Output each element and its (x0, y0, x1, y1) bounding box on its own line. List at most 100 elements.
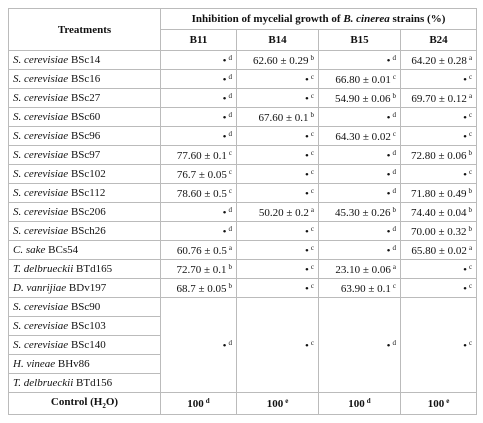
significance-letter: c (468, 262, 473, 271)
value: 74.40 ± 0.04 (411, 206, 467, 219)
species: S. cerevisiae (13, 54, 69, 66)
value-cell: • d (318, 221, 401, 241)
table-row: S. cerevisiae BSc16 • d • c 66.80 ± 0.01 c • c (8, 69, 478, 89)
strain-code: BDv197 (68, 282, 107, 294)
treatment-cell: S. cerevisiae BSc206 (8, 202, 161, 222)
title-italic: B. cinerea (343, 13, 390, 25)
value: 100 (348, 398, 365, 410)
strain-header: B11 (160, 29, 237, 51)
value: 66.80 ± 0.01 (335, 73, 391, 86)
table-row: S. cerevisiae BSc140 (8, 335, 477, 355)
significance-letter: c (392, 129, 396, 138)
value-cell: • d (318, 183, 401, 203)
value: • (222, 73, 227, 86)
value: 76.7 ± 0.05 (176, 168, 227, 181)
results-table: Treatments Inhibition of mycelial growth… (8, 8, 478, 415)
treatment-cell: S. cerevisiae BSc27 (8, 88, 161, 108)
value: • (305, 244, 309, 257)
value: • (305, 339, 309, 352)
significance-letter: c (228, 148, 232, 157)
significance-letter: d (228, 110, 233, 119)
table-row: S. cerevisiae BSc27 • d • c 54.90 ± 0.06 b 69.7… (8, 88, 478, 108)
value: 54.90 ± 0.06 (334, 92, 391, 105)
value-cell: 68.7 ± 0.05 b (160, 278, 237, 298)
table-row: T. delbrueckii BTd165 72.70 ± 0.1 b • c 23.10… (8, 259, 478, 279)
value: • (386, 225, 391, 238)
table-row: S. cerevisiae BSc112 78.60 ± 0.5 c • c • d 71.8… (8, 183, 478, 203)
value: 100 (187, 398, 204, 410)
significance-letter: d (392, 338, 397, 347)
value: 62.60 ± 0.29 (252, 54, 309, 67)
label-subscript: 2 (102, 402, 106, 411)
significance-letter: d (228, 72, 233, 81)
species: S. cerevisiae (13, 130, 69, 142)
significance-letter: a (392, 262, 396, 271)
value: • (305, 149, 309, 162)
table-header: Treatments Inhibition of mycelial growth… (8, 8, 478, 51)
value: • (386, 168, 391, 181)
treatment-cell: T. delbrueckii BTd156 (8, 373, 161, 393)
significance-letter: e (446, 397, 450, 405)
value: • (386, 339, 391, 352)
significance-letter: c (468, 110, 473, 119)
significance-letter: e (285, 397, 289, 405)
significance-letter: c (468, 129, 473, 138)
significance-letter: c (468, 72, 473, 81)
significance-letter: a (468, 243, 473, 252)
header-row: Treatments Inhibition of mycelial growth… (8, 8, 478, 51)
value-cell: 74.40 ± 0.04 b (399, 202, 478, 222)
value-cell: 23.10 ± 0.06 a (318, 259, 401, 279)
significance-letter: d (392, 148, 397, 157)
value-cell: 72.80 ± 0.06 b (399, 145, 478, 165)
table-row: S. cerevisiae BSc103 (8, 316, 477, 336)
strain-header: B24 (399, 29, 478, 51)
value-cell: 100 d (160, 392, 237, 415)
value-cell: • c (399, 259, 478, 279)
species: S. cerevisiae (13, 187, 69, 199)
value: 69.70 ± 0.12 (411, 92, 467, 105)
control-label: Control (H2O) (8, 392, 161, 415)
significance-letter: c (310, 148, 314, 157)
table-row: S. cerevisiae BSc14 • d 62.60 ± 0.29 b • d 64.2… (8, 50, 478, 70)
significance-letter: d (366, 397, 371, 405)
strain-code: BSc16 (70, 73, 101, 85)
value: • (386, 111, 391, 124)
value-cell: 50.20 ± 0.2 a (236, 202, 319, 222)
strain-code: BSc140 (70, 339, 106, 351)
value-cell: 100 e (236, 392, 319, 415)
table-body: S. cerevisiae BSc14 • d 62.60 ± 0.29 b • d 64.2… (8, 50, 478, 415)
value: • (386, 149, 391, 162)
value: 78.60 ± 0.5 (176, 187, 227, 200)
value: • (222, 130, 227, 143)
value-cell: 62.60 ± 0.29 b (236, 50, 319, 70)
value-cell: • c (399, 278, 478, 298)
table-row: S. cerevisiae BSch26 • d • c • d 70.00 ± 0.32 b (8, 221, 478, 241)
value-cell: • c (236, 164, 319, 184)
significance-letter: a (228, 243, 232, 252)
value: • (386, 54, 391, 67)
significance-letter: d (392, 224, 397, 233)
significance-letter: a (468, 53, 473, 62)
value-cell: • c (236, 145, 319, 165)
strain-code: BHv86 (57, 358, 90, 370)
species: S. cerevisiae (13, 111, 69, 123)
value-cell: • d (160, 221, 237, 241)
value-cell: 100 d (318, 392, 401, 415)
significance-letter: b (310, 110, 315, 119)
treatment-cell: S. cerevisiae BSc103 (8, 316, 161, 336)
value: • (222, 225, 227, 238)
significance-letter: b (228, 262, 233, 271)
table-row: D. vanrijiae BDv197 68.7 ± 0.05 b • c 63.90 ±… (8, 278, 478, 298)
value: • (305, 73, 309, 86)
value-cell: • d (318, 240, 401, 260)
species: S. cerevisiae (13, 92, 69, 104)
value: • (463, 73, 467, 86)
value-cell: 65.80 ± 0.02 a (399, 240, 478, 260)
significance-letter: d (392, 243, 397, 252)
value-cell: 100 e (399, 392, 478, 415)
value-cell: • c (399, 164, 478, 184)
treatment-cell: S. cerevisiae BSc16 (8, 69, 161, 89)
significance-letter: c (392, 72, 396, 81)
species: C. sake (13, 244, 46, 256)
significance-letter: d (392, 186, 397, 195)
